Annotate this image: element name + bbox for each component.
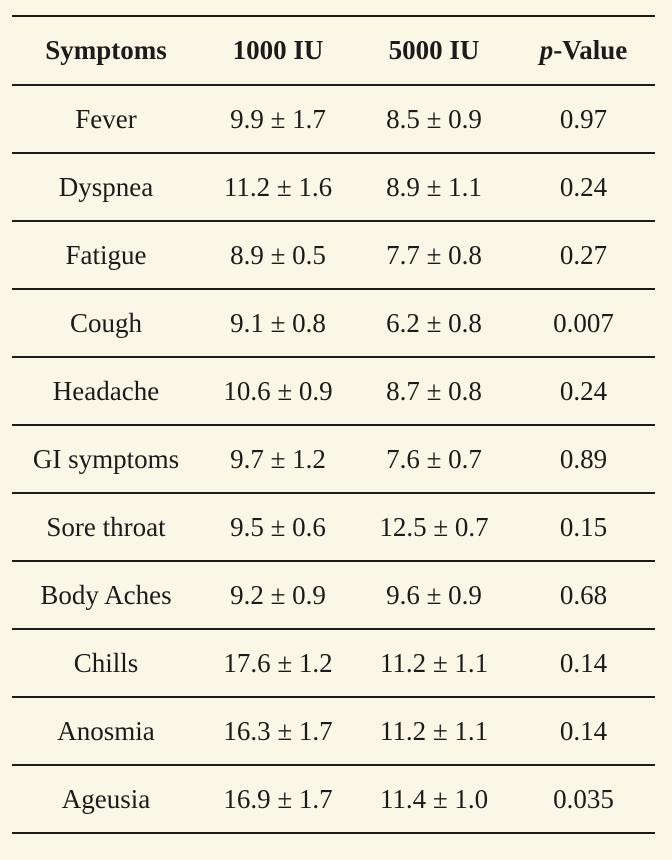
- p-value-cell: 0.14: [559, 715, 608, 746]
- p-value-cell: 0.15: [559, 511, 608, 542]
- p-value-cell: 0.27: [559, 239, 608, 270]
- dose-5000iu-cell: 7.6 ± 0.7: [386, 443, 482, 474]
- table-header: Symptoms 1000 IU 5000 IU p-Value: [12, 16, 655, 85]
- dose-1000iu-cell: 9.1 ± 0.8: [230, 307, 326, 338]
- table-row: Anosmia 16.3 ± 1.7 11.2 ± 1.1 0.14: [12, 697, 655, 765]
- table-row: Headache 10.6 ± 0.9 8.7 ± 0.8 0.24: [12, 357, 655, 425]
- table-row: Fever 9.9 ± 1.7 8.5 ± 0.9 0.97: [12, 85, 655, 153]
- symptom-cell: Fever: [75, 103, 137, 134]
- table-row: Chills 17.6 ± 1.2 11.2 ± 1.1 0.14: [12, 629, 655, 697]
- dose-5000iu-cell: 8.7 ± 0.8: [386, 375, 482, 406]
- symptom-cell: Sore throat: [46, 511, 166, 542]
- header-p-value: p-Value: [512, 16, 655, 85]
- p-value-label: -Value: [553, 35, 628, 65]
- table-row: Ageusia 16.9 ± 1.7 11.4 ± 1.0 0.035: [12, 765, 655, 833]
- symptom-cell: Cough: [69, 307, 142, 338]
- dose-5000iu-cell: 8.9 ± 1.1: [386, 171, 482, 202]
- dose-5000iu-cell: 12.5 ± 0.7: [379, 511, 489, 542]
- table-row: Cough 9.1 ± 0.8 6.2 ± 0.8 0.007: [12, 289, 655, 357]
- dose-1000iu-cell: 16.9 ± 1.7: [223, 783, 333, 814]
- p-value-cell: 0.14: [559, 647, 608, 678]
- header-1000iu: 1000 IU: [232, 35, 324, 65]
- p-value-cell: 0.007: [553, 307, 614, 338]
- header-symptoms: Symptoms: [45, 35, 167, 65]
- symptom-cell: Dyspnea: [58, 171, 154, 202]
- symptom-cell: Headache: [52, 375, 160, 406]
- table-row: Sore throat 9.5 ± 0.6 12.5 ± 0.7 0.15: [12, 493, 655, 561]
- table-row: Fatigue 8.9 ± 0.5 7.7 ± 0.8 0.27: [12, 221, 655, 289]
- dose-1000iu-cell: 9.2 ± 0.9: [230, 579, 326, 610]
- dose-1000iu-cell: 9.5 ± 0.6: [230, 511, 326, 542]
- p-value-cell: 0.97: [559, 103, 608, 134]
- p-value-cell: 0.24: [559, 375, 608, 406]
- p-value-cell: 0.24: [559, 171, 608, 202]
- dose-5000iu-cell: 7.7 ± 0.8: [386, 239, 482, 270]
- header-5000iu: 5000 IU: [388, 35, 480, 65]
- dose-1000iu-cell: 11.2 ± 1.6: [223, 171, 333, 202]
- table-row: Dyspnea 11.2 ± 1.6 8.9 ± 1.1 0.24: [12, 153, 655, 221]
- dose-5000iu-cell: 11.4 ± 1.0: [379, 783, 489, 814]
- table-row: Body Aches 9.2 ± 0.9 9.6 ± 0.9 0.68: [12, 561, 655, 629]
- dose-5000iu-cell: 11.2 ± 1.1: [379, 715, 489, 746]
- table-row: GI symptoms 9.7 ± 1.2 7.6 ± 0.7 0.89: [12, 425, 655, 493]
- table-body: Fever 9.9 ± 1.7 8.5 ± 0.9 0.97 Dyspnea 1…: [12, 85, 655, 833]
- dose-5000iu-cell: 9.6 ± 0.9: [386, 579, 482, 610]
- dose-1000iu-cell: 8.9 ± 0.5: [230, 239, 326, 270]
- symptom-cell: Ageusia: [61, 783, 151, 814]
- symptoms-duration-table: Symptoms 1000 IU 5000 IU p-Value Fever 9…: [12, 15, 655, 834]
- symptom-cell: Chills: [73, 647, 139, 678]
- dose-1000iu-cell: 10.6 ± 0.9: [223, 375, 333, 406]
- p-value-cell: 0.89: [559, 443, 608, 474]
- dose-5000iu-cell: 11.2 ± 1.1: [379, 647, 489, 678]
- p-italic-label: p: [539, 35, 554, 65]
- dose-1000iu-cell: 16.3 ± 1.7: [223, 715, 333, 746]
- symptom-cell: Body Aches: [40, 579, 172, 610]
- symptom-cell: Fatigue: [65, 239, 147, 270]
- dose-5000iu-cell: 6.2 ± 0.8: [386, 307, 482, 338]
- dose-1000iu-cell: 9.9 ± 1.7: [230, 103, 326, 134]
- symptom-cell: Anosmia: [57, 715, 155, 746]
- p-value-cell: 0.68: [559, 579, 608, 610]
- dose-1000iu-cell: 17.6 ± 1.2: [223, 647, 333, 678]
- symptom-cell: GI symptoms: [32, 443, 180, 474]
- dose-5000iu-cell: 8.5 ± 0.9: [386, 103, 482, 134]
- header-row: Symptoms 1000 IU 5000 IU p-Value: [12, 16, 655, 85]
- dose-1000iu-cell: 9.7 ± 1.2: [230, 443, 326, 474]
- p-value-cell: 0.035: [553, 783, 614, 814]
